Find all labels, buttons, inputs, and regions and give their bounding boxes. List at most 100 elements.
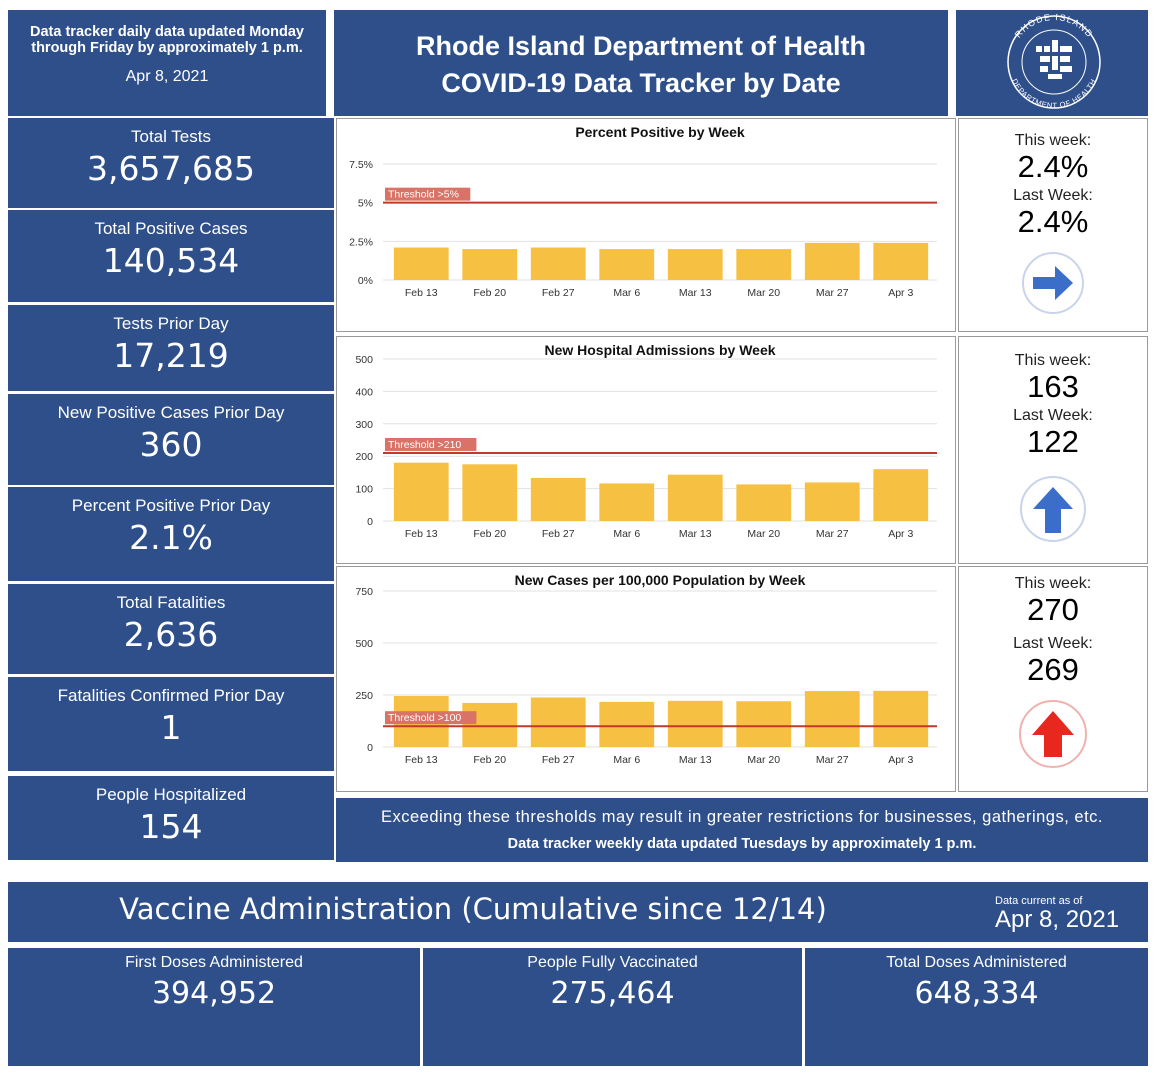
chart-title: New Hospital Admissions by Week: [544, 342, 775, 358]
bar: [462, 464, 518, 521]
percent-positive-chart: Percent Positive by Week 0% 2.5% 5% 7.5% Feb …: [349, 124, 937, 299]
last-week-label: Last Week:: [1013, 187, 1093, 204]
bar: [804, 482, 860, 521]
stat-label: Total Fatalities: [116, 593, 226, 612]
chart-panel-hospital-admissions: New Hospital Admissions by Week 0 100 200 30…: [336, 336, 956, 564]
stat-people-hospitalized: People Hospitalized 154: [8, 776, 334, 860]
stat-total-fatalities: Total Fatalities 2,636: [8, 584, 334, 674]
chart-title: Percent Positive by Week: [575, 124, 745, 140]
y-tick-label: 400: [355, 386, 373, 398]
x-tick-label: Apr 3: [888, 528, 913, 540]
bar: [599, 701, 655, 747]
y-tick-label: 0%: [358, 275, 373, 287]
y-tick-label: 500: [355, 354, 373, 366]
right-arrow-icon: [1022, 252, 1084, 314]
threshold-label: Threshold >100: [388, 712, 461, 724]
x-tick-label: Mar 20: [747, 528, 780, 540]
x-tick-label: Mar 20: [747, 287, 780, 299]
bar: [736, 484, 792, 521]
y-tick-label: 100: [355, 484, 373, 496]
threshold-label: Threshold >210: [388, 439, 461, 451]
vaccine-value: 275,464: [550, 976, 675, 1011]
bar: [667, 700, 723, 747]
update-note-panel: Data tracker daily data updated Monday t…: [8, 10, 326, 116]
this-week-label: This week:: [1014, 575, 1092, 592]
x-tick-label: Mar 27: [816, 754, 849, 766]
bar: [599, 249, 655, 280]
bar: [462, 249, 518, 280]
x-tick-label: Feb 13: [405, 754, 438, 766]
chart-panel-new-cases: New Cases per 100,000 Population by Week…: [336, 566, 956, 792]
stat-total-positive-cases: Total Positive Cases 140,534: [8, 210, 334, 302]
x-tick-label: Mar 13: [679, 287, 712, 299]
x-tick-label: Feb 27: [542, 528, 575, 540]
this-week-value: 2.4%: [1017, 149, 1089, 184]
vaccine-current-label: Data current as of: [995, 895, 1083, 907]
x-tick-label: Mar 27: [816, 528, 849, 540]
this-week-label: This week:: [1014, 132, 1092, 149]
stat-fatalities-prior-day: Fatalities Confirmed Prior Day 1: [8, 677, 334, 771]
stat-value: 2.1%: [129, 518, 213, 557]
up-arrow-icon: [1019, 700, 1087, 768]
y-tick-label: 7.5%: [349, 159, 373, 171]
last-week-label: Last Week:: [1013, 407, 1093, 424]
y-tick-label: 300: [355, 419, 373, 431]
last-week-label: Last Week:: [1013, 635, 1093, 652]
bar: [667, 249, 723, 280]
stat-value: 17,219: [113, 336, 229, 375]
x-tick-label: Apr 3: [888, 287, 913, 299]
y-tick-label: 750: [355, 586, 373, 598]
stat-label: Total Positive Cases: [94, 219, 248, 238]
last-week-value: 122: [1027, 424, 1079, 459]
stat-value: 154: [139, 807, 203, 846]
y-tick-label: 0: [367, 516, 373, 528]
threshold-label: Threshold >5%: [388, 189, 459, 201]
logo-panel: RHODE ISLAND DEPARTMENT OF HEALTH: [956, 10, 1148, 116]
page-title-panel: Rhode Island Department of Health COVID-…: [334, 10, 948, 116]
last-week-value: 269: [1027, 652, 1079, 687]
weekly-percent-positive: This week: 2.4% Last Week: 2.4%: [958, 118, 1148, 332]
hospital-admissions-chart: New Hospital Admissions by Week 0 100 200 30…: [355, 342, 937, 540]
stat-new-positive-prior-day: New Positive Cases Prior Day 360: [8, 394, 334, 485]
x-tick-label: Feb 20: [473, 754, 506, 766]
chart-panel-percent-positive: Percent Positive by Week 0% 2.5% 5% 7.5% Feb …: [336, 118, 956, 332]
vaccine-title: Vaccine Administration (Cumulative since…: [119, 892, 827, 926]
stat-total-tests: Total Tests 3,657,685: [8, 118, 334, 208]
x-tick-label: Mar 13: [679, 754, 712, 766]
stat-value: 1: [160, 708, 182, 747]
stat-label: Total Tests: [130, 127, 211, 146]
bar: [530, 697, 586, 747]
x-tick-label: Mar 6: [613, 287, 640, 299]
threshold-label-bg: [385, 437, 477, 451]
page-subtitle: COVID-19 Data Tracker by Date: [441, 68, 841, 98]
bar: [599, 483, 655, 521]
new-cases-chart: New Cases per 100,000 Population by Week…: [355, 572, 937, 766]
this-week-value: 163: [1027, 369, 1079, 404]
vaccine-label: People Fully Vaccinated: [527, 954, 698, 971]
update-date: Apr 8, 2021: [125, 68, 209, 85]
bar: [736, 701, 792, 747]
x-tick-label: Mar 13: [679, 528, 712, 540]
vaccine-value: 648,334: [914, 976, 1039, 1011]
this-week-label: This week:: [1014, 352, 1092, 369]
vaccine-header: Vaccine Administration (Cumulative since…: [8, 882, 1148, 942]
chart-title: New Cases per 100,000 Population by Week: [515, 572, 806, 588]
page-title: Rhode Island Department of Health: [415, 31, 867, 61]
y-tick-label: 200: [355, 451, 373, 463]
vaccine-value: 394,952: [151, 976, 277, 1011]
threshold-label-bg: [385, 711, 477, 725]
bar: [873, 469, 929, 521]
weekly-new-cases: This week: 270 Last Week: 269: [958, 566, 1148, 792]
bar: [393, 462, 449, 521]
bar: [804, 691, 860, 747]
stat-value: 3,657,685: [87, 149, 255, 188]
vaccine-fully-vaccinated: People Fully Vaccinated 275,464: [423, 948, 802, 1066]
logo-text-top: RHODE ISLAND: [1013, 12, 1094, 40]
bar: [804, 242, 860, 280]
stat-value: 2,636: [123, 615, 219, 654]
bar: [393, 247, 449, 280]
threshold-label-bg: [385, 187, 471, 201]
x-tick-label: Mar 27: [816, 287, 849, 299]
x-tick-label: Feb 13: [405, 287, 438, 299]
vaccine-current-date: Apr 8, 2021: [995, 906, 1120, 933]
